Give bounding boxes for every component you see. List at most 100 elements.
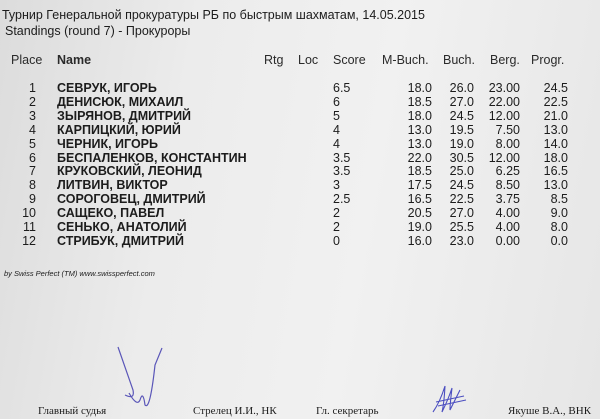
cell-progr: 22.5 xyxy=(543,94,568,109)
cell-progr: 13.0 xyxy=(543,178,568,193)
table-row: 6 БЕСПАЛЕНКОВ, КОНСТАНТИН 3.5 22.0 30.5 12.00… xyxy=(0,151,600,165)
cell-name: ЛИТВИН, ВИКТОР xyxy=(57,178,168,193)
cell-score: 6 xyxy=(333,94,340,109)
col-rtg: Rtg xyxy=(264,53,284,67)
cell-score: 6.5 xyxy=(333,81,351,95)
cell-score: 2 xyxy=(333,206,340,221)
cell-mbuch: 13.0 xyxy=(407,122,432,137)
secretary-name: Якуше В.А., ВНК xyxy=(508,405,592,417)
cell-berg: 8.50 xyxy=(495,178,520,193)
table-row: 7 КРУКОВСКИЙ, ЛЕОНИД 3.5 18.5 25.0 6.25 16.5 xyxy=(0,164,600,178)
cell-name: СЕВРУК, ИГОРЬ xyxy=(57,81,157,95)
cell-mbuch: 19.0 xyxy=(407,220,432,234)
table-row: 3 ЗЫРЯНОВ, ДМИТРИЙ 5 18.0 24.5 12.00 21.0 xyxy=(0,109,600,123)
cell-mbuch: 18.5 xyxy=(407,164,432,179)
cell-mbuch: 17.5 xyxy=(407,178,432,193)
cell-buch: 25.5 xyxy=(449,220,474,234)
secretary-label: Гл. секретарь xyxy=(316,405,379,417)
cell-berg: 8.00 xyxy=(495,136,520,151)
cell-berg: 7.50 xyxy=(495,122,520,137)
cell-buch: 22.5 xyxy=(449,192,474,207)
document-subtitle: Standings (round 7) - Прокуроры xyxy=(5,24,191,38)
cell-buch: 30.5 xyxy=(449,150,474,165)
cell-berg: 22.00 xyxy=(488,94,520,109)
cell-place: 12 xyxy=(22,233,36,248)
cell-progr: 16.5 xyxy=(543,164,568,179)
cell-place: 10 xyxy=(22,206,36,221)
cell-progr: 21.0 xyxy=(543,108,568,123)
chief-judge-signature xyxy=(117,346,163,407)
cell-place: 5 xyxy=(29,136,36,151)
cell-score: 3.5 xyxy=(333,164,351,179)
cell-place: 7 xyxy=(29,164,36,179)
cell-score: 3 xyxy=(333,178,340,193)
cell-place: 6 xyxy=(29,150,36,165)
cell-progr: 24.5 xyxy=(543,81,568,95)
chief-judge-name: Стрелец И.И., НК xyxy=(193,405,277,417)
cell-name: БЕСПАЛЕНКОВ, КОНСТАНТИН xyxy=(57,150,247,165)
cell-name: САЩЕКО, ПАВЕЛ xyxy=(57,206,165,221)
col-buch: Buch. xyxy=(443,53,475,67)
col-berg: Berg. xyxy=(490,53,520,67)
cell-buch: 24.5 xyxy=(449,108,474,123)
col-mbuch: M-Buch. xyxy=(382,53,429,67)
cell-berg: 12.00 xyxy=(488,108,520,123)
software-credit: by Swiss Perfect (TM) www.swissperfect.c… xyxy=(4,269,155,278)
cell-berg: 0.00 xyxy=(495,233,520,248)
cell-buch: 19.5 xyxy=(449,122,474,137)
chief-judge-label: Главный судья xyxy=(38,405,107,417)
cell-score: 2.5 xyxy=(333,192,351,207)
cell-progr: 8.0 xyxy=(550,220,568,234)
secretary-signature xyxy=(432,385,467,413)
cell-buch: 27.0 xyxy=(449,94,474,109)
col-place: Place xyxy=(11,53,43,67)
cell-mbuch: 20.5 xyxy=(407,206,432,221)
cell-mbuch: 18.0 xyxy=(407,108,432,123)
cell-buch: 24.5 xyxy=(449,178,474,193)
col-score: Score xyxy=(333,53,366,67)
cell-name: КРУКОВСКИЙ, ЛЕОНИД xyxy=(57,164,202,179)
table-row: 12 СТРИБУК, ДМИТРИЙ 0 16.0 23.0 0.00 0.0 xyxy=(0,234,600,248)
cell-buch: 23.0 xyxy=(449,233,474,248)
cell-place: 4 xyxy=(29,122,36,137)
cell-mbuch: 22.0 xyxy=(407,150,432,165)
cell-mbuch: 16.0 xyxy=(407,233,432,248)
cell-name: СЕНЬКО, АНАТОЛИЙ xyxy=(57,220,187,234)
cell-progr: 18.0 xyxy=(543,150,568,165)
cell-buch: 25.0 xyxy=(449,164,474,179)
cell-score: 5 xyxy=(333,108,340,123)
cell-progr: 13.0 xyxy=(543,122,568,137)
cell-score: 3.5 xyxy=(333,150,351,165)
cell-name: СОРОГОВЕЦ, ДМИТРИЙ xyxy=(57,192,206,207)
cell-berg: 4.00 xyxy=(495,220,520,234)
cell-score: 2 xyxy=(333,220,340,234)
cell-name: КАРПИЦКИЙ, ЮРИЙ xyxy=(57,122,181,137)
cell-berg: 6.25 xyxy=(495,164,520,179)
cell-progr: 9.0 xyxy=(550,206,568,221)
cell-score: 4 xyxy=(333,122,340,137)
cell-berg: 3.75 xyxy=(495,192,520,207)
cell-buch: 26.0 xyxy=(449,81,474,95)
document-title: Турнир Генеральной прокуратуры РБ по быс… xyxy=(2,8,425,22)
col-progr: Progr. xyxy=(531,53,565,67)
table-row: 2 ДЕНИСЮК, МИХАИЛ 6 18.5 27.0 22.00 22.5 xyxy=(0,95,600,109)
cell-mbuch: 13.0 xyxy=(407,136,432,151)
cell-name: ЧЕРНИК, ИГОРЬ xyxy=(57,136,158,151)
cell-berg: 23.00 xyxy=(488,81,520,95)
cell-place: 1 xyxy=(29,81,36,95)
table-row: 10 САЩЕКО, ПАВЕЛ 2 20.5 27.0 4.00 9.0 xyxy=(0,206,600,220)
table-row: 11 СЕНЬКО, АНАТОЛИЙ 2 19.0 25.5 4.00 8.0 xyxy=(0,220,600,234)
cell-mbuch: 16.5 xyxy=(407,192,432,207)
cell-berg: 4.00 xyxy=(495,206,520,221)
cell-place: 9 xyxy=(29,192,36,207)
cell-progr: 0.0 xyxy=(550,233,568,248)
col-name: Name xyxy=(57,53,92,67)
cell-place: 11 xyxy=(23,220,36,234)
table-row: 5 ЧЕРНИК, ИГОРЬ 4 13.0 19.0 8.00 14.0 xyxy=(0,137,600,151)
cell-place: 8 xyxy=(29,178,36,193)
col-loc: Loc xyxy=(298,53,319,67)
cell-name: ЗЫРЯНОВ, ДМИТРИЙ xyxy=(57,108,192,123)
cell-name: СТРИБУК, ДМИТРИЙ xyxy=(57,233,184,248)
cell-score: 0 xyxy=(333,233,340,248)
cell-progr: 14.0 xyxy=(543,136,568,151)
